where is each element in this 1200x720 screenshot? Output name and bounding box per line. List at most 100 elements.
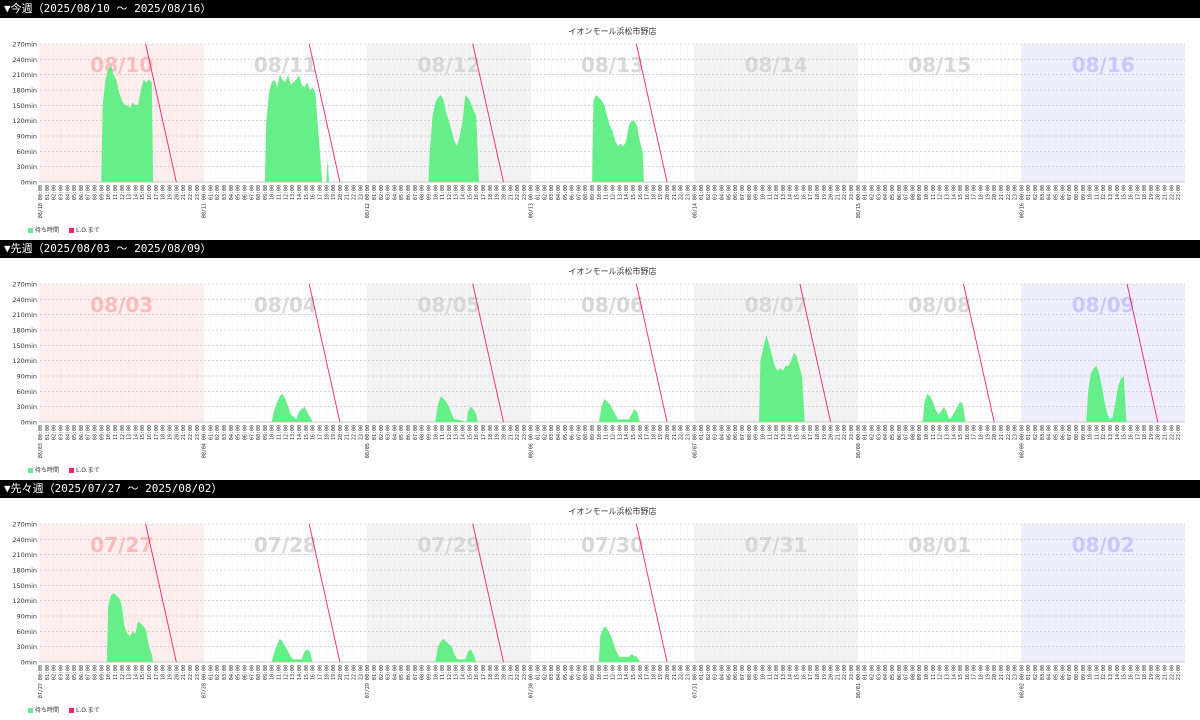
x-tick-label: 04:00 (883, 665, 889, 680)
x-tick-label: 22:00 (679, 425, 685, 440)
x-tick-label: 16:00 (801, 665, 807, 680)
legend-swatch-wait (28, 228, 33, 233)
x-tick-label: 13:00 (454, 185, 460, 200)
x-tick-label: 20:00 (174, 425, 180, 440)
x-tick-label: 02:00 (706, 185, 712, 200)
x-tick-label: 09:00 (754, 425, 760, 440)
x-tick-label: 07:00 (249, 425, 255, 440)
x-tick-label: 01:00 (1026, 425, 1032, 440)
x-tick-label: 02:00 (542, 425, 548, 440)
legend-swatch-wait (28, 708, 33, 713)
x-tick-label: 02:00 (706, 425, 712, 440)
x-tick-label: 12:00 (611, 425, 617, 440)
x-tick-label: 18:00 (979, 425, 985, 440)
x-tick-label: 15:00 (467, 665, 473, 680)
x-tick-label: 14:00 (788, 185, 794, 200)
x-tick-label: 11:00 (931, 665, 937, 680)
x-tick-label: 13:00 (290, 425, 296, 440)
x-tick-label: 08/16 00:00 (1019, 185, 1025, 218)
x-tick-label: 13:00 (781, 665, 787, 680)
x-tick-label: 10:00 (597, 425, 603, 440)
x-tick-label: 18:00 (488, 425, 494, 440)
x-tick-label: 23:00 (522, 425, 528, 440)
x-tick-label: 21:00 (508, 665, 514, 680)
x-tick-label: 02:00 (379, 425, 385, 440)
x-tick-label: 04:00 (720, 185, 726, 200)
y-tick-label: 30min (16, 643, 37, 651)
x-tick-label: 23:00 (195, 425, 201, 440)
x-tick-label: 12:00 (611, 665, 617, 680)
x-tick-label: 03:00 (222, 425, 228, 440)
x-tick-label: 14:00 (133, 665, 139, 680)
x-tick-label: 23:00 (685, 185, 691, 200)
x-tick-label: 02:00 (869, 185, 875, 200)
x-tick-label: 09:00 (99, 425, 105, 440)
x-tick-label: 15:00 (631, 185, 637, 200)
x-tick-label: 22:00 (188, 185, 194, 200)
x-tick-label: 06:00 (242, 425, 248, 440)
day-label: 08/09 (1072, 293, 1135, 317)
x-tick-label: 10:00 (597, 665, 603, 680)
x-tick-label: 23:00 (522, 185, 528, 200)
y-tick-label: 210min (12, 71, 37, 79)
x-tick-label: 13:00 (1108, 665, 1114, 680)
x-tick-label: 15:00 (304, 425, 310, 440)
x-tick-label: 21:00 (1163, 425, 1169, 440)
x-tick-label: 22:00 (1006, 665, 1012, 680)
y-tick-label: 150min (12, 582, 37, 590)
x-tick-label: 15:00 (467, 425, 473, 440)
x-tick-label: 06:00 (897, 665, 903, 680)
x-tick-label: 19:00 (1149, 185, 1155, 200)
x-tick-label: 03:00 (876, 185, 882, 200)
x-tick-label: 12:00 (283, 425, 289, 440)
lo-line (963, 283, 995, 423)
day-label: 08/16 (1072, 53, 1135, 77)
x-tick-label: 21:00 (835, 665, 841, 680)
x-tick-label: 05:00 (399, 185, 405, 200)
y-tick-label: 240min (12, 56, 37, 64)
wait-area (759, 335, 805, 422)
x-tick-label: 04:00 (556, 185, 562, 200)
x-tick-label: 20:00 (338, 665, 344, 680)
wait-area (435, 396, 478, 422)
x-tick-label: 23:00 (195, 665, 201, 680)
x-tick-label: 07:00 (1067, 425, 1073, 440)
x-tick-label: 22:00 (188, 665, 194, 680)
x-tick-label: 20:00 (174, 185, 180, 200)
x-tick-label: 12:00 (447, 185, 453, 200)
x-tick-label: 19:00 (167, 425, 173, 440)
x-tick-label: 09:00 (99, 185, 105, 200)
x-tick-label: 19:00 (985, 425, 991, 440)
x-tick-label: 02:00 (215, 665, 221, 680)
x-tick-label: 11:00 (1094, 185, 1100, 200)
x-tick-label: 23:00 (685, 665, 691, 680)
x-tick-label: 13:00 (127, 425, 133, 440)
x-tick-label: 02:00 (869, 425, 875, 440)
x-tick-label: 03:00 (386, 425, 392, 440)
x-tick-label: 18:00 (324, 425, 330, 440)
legend-swatch-wait (28, 468, 33, 473)
x-tick-label: 17:00 (972, 425, 978, 440)
x-tick-label: 23:00 (1013, 185, 1019, 200)
x-tick-label: 05:00 (563, 665, 569, 680)
x-tick-label: 03:00 (58, 185, 64, 200)
x-tick-label: 13:00 (127, 665, 133, 680)
x-tick-label: 06:00 (242, 185, 248, 200)
x-tick-label: 11:00 (604, 665, 610, 680)
y-tick-label: 120min (12, 357, 37, 365)
x-tick-label: 12:00 (447, 425, 453, 440)
y-tick-label: 60min (16, 628, 37, 636)
x-tick-label: 22:00 (352, 185, 358, 200)
x-tick-label: 07:00 (413, 185, 419, 200)
x-tick-label: 19:00 (822, 425, 828, 440)
x-tick-label: 04:00 (65, 665, 71, 680)
x-tick-label: 07:00 (86, 185, 92, 200)
x-tick-label: 09:00 (754, 665, 760, 680)
x-tick-label: 16:00 (311, 185, 317, 200)
day-label: 08/08 (908, 293, 971, 317)
x-tick-label: 17:00 (645, 185, 651, 200)
y-tick-label: 120min (12, 597, 37, 605)
x-tick-label: 15:00 (1122, 665, 1128, 680)
x-tick-label: 09:00 (754, 185, 760, 200)
